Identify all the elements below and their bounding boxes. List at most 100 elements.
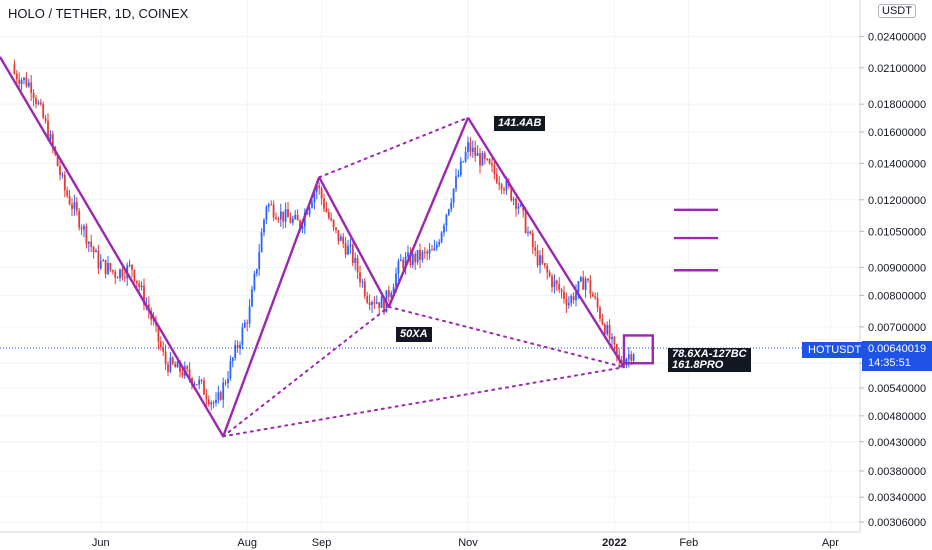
candle-body [323, 198, 325, 209]
candle-body [337, 230, 340, 241]
candle-body [558, 283, 561, 290]
candle-body [203, 380, 205, 395]
candle-body [167, 364, 169, 372]
candle-body [450, 202, 453, 210]
candle-body [87, 241, 90, 244]
candle-body [241, 327, 244, 345]
candle-body [90, 241, 93, 247]
candle-body [301, 226, 304, 229]
candle-body [359, 272, 361, 283]
currency-unit-badge[interactable]: USDT [878, 4, 916, 18]
candle-body [287, 209, 289, 218]
candle-body [222, 382, 225, 400]
candle-body [397, 261, 400, 274]
y-tick-label: 0.00540000 [868, 383, 926, 395]
candle-body [23, 77, 25, 81]
candle-body [577, 281, 580, 292]
candle-body [438, 242, 441, 245]
candle-body [181, 371, 184, 376]
candle-body [234, 344, 237, 358]
candle-body [611, 336, 613, 340]
candle-body [383, 297, 385, 313]
harmonic-pattern [0, 56, 860, 438]
y-tick-label: 0.00900000 [868, 263, 926, 275]
candle-body [30, 82, 33, 93]
candle-body [529, 231, 532, 234]
price-axis[interactable]: 0.00306000 0.00340000 0.00380000 0.00430000… [859, 0, 926, 532]
candle-body [349, 244, 352, 247]
candle-body [579, 277, 582, 282]
candle-body [20, 80, 23, 84]
candle-body [380, 297, 383, 308]
candle-body [104, 260, 107, 274]
candle-body [431, 249, 433, 251]
candle-body [517, 206, 520, 209]
symbol-tag[interactable]: HOTUSDT [802, 342, 868, 358]
candle-body [215, 399, 217, 404]
candle-body [186, 366, 189, 370]
pattern-leg [222, 176, 321, 437]
y-tick-label: 0.01200000 [868, 195, 926, 207]
candle-body [267, 204, 270, 207]
candle-body [603, 324, 606, 335]
candle-body [356, 258, 359, 273]
candle-body [462, 161, 465, 163]
candle-body [351, 244, 354, 264]
candle-body [306, 212, 309, 215]
candle-body [599, 307, 601, 319]
candle-body [515, 198, 517, 209]
candle-body [212, 402, 215, 404]
candle-body [378, 302, 381, 308]
candle-body [363, 281, 366, 297]
candle-body [246, 322, 249, 324]
candle-body [255, 269, 258, 274]
candle-body [174, 363, 177, 368]
candle-body [541, 255, 544, 264]
candle-body [594, 296, 597, 298]
x-tick-label: 2022 [602, 537, 626, 549]
x-tick-label: Jun [92, 537, 110, 549]
candle-body [39, 102, 42, 105]
candle-body [476, 153, 479, 156]
candle-body [390, 292, 393, 297]
candle-body [551, 276, 553, 288]
candle-body [469, 142, 472, 152]
candle-body [491, 163, 493, 166]
candle-body [299, 220, 301, 229]
candle-body [56, 154, 59, 167]
candle-body [582, 277, 585, 290]
candle-body [481, 153, 484, 166]
candle-body [188, 369, 191, 378]
candle-body [495, 173, 498, 183]
candle-body [428, 249, 431, 254]
candle-body [467, 142, 469, 152]
candle-body [44, 117, 47, 121]
candle-body [143, 285, 145, 305]
y-tick-label: 0.01600000 [868, 127, 926, 139]
candle-body [546, 265, 549, 273]
candle-body [159, 341, 162, 348]
time-axis[interactable]: Jun Aug Sep Nov 2022 Feb Apr [0, 531, 860, 549]
candle-body [35, 98, 37, 104]
candle-body [608, 325, 611, 340]
candle-body [471, 147, 474, 152]
candle-body [131, 264, 133, 270]
candle-body [236, 344, 239, 349]
candle-body [623, 363, 625, 366]
pattern-ratio-line [222, 305, 390, 438]
candle-body [512, 198, 515, 201]
candle-body [85, 226, 88, 244]
candle-body [260, 232, 263, 253]
candle-body [426, 251, 429, 254]
y-tick-label: 0.00430000 [868, 437, 926, 449]
candle-body [258, 252, 261, 270]
candle-body [387, 290, 390, 297]
y-tick-label: 0.00700000 [868, 322, 926, 334]
y-tick-label: 0.00800000 [868, 290, 926, 302]
annotation-xa: 50XA [396, 327, 432, 342]
candle-body [452, 188, 455, 203]
candle-body [464, 151, 467, 162]
candle-body [59, 166, 61, 175]
candle-body [179, 361, 181, 372]
